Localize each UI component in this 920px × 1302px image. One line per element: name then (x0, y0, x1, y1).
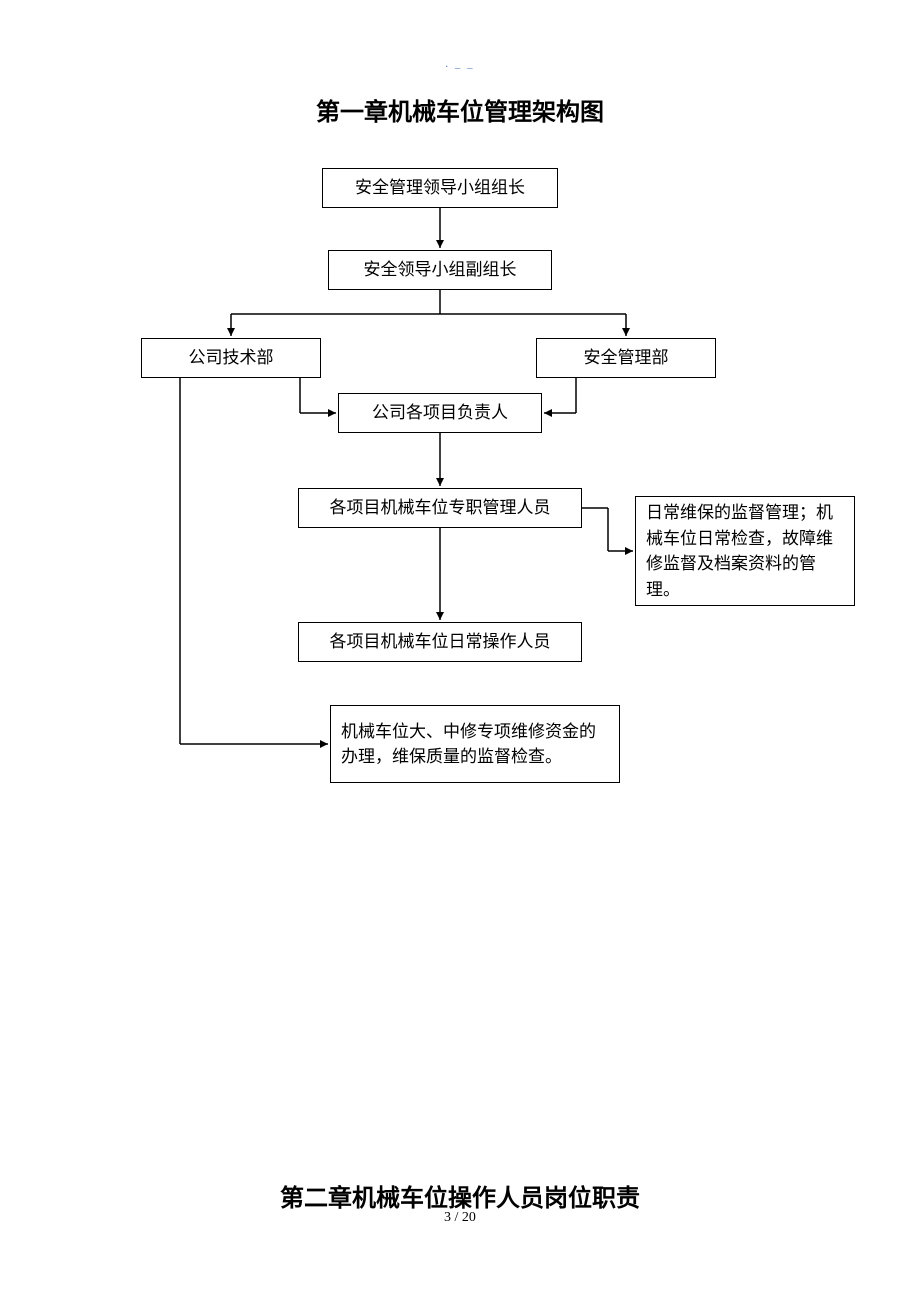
chapter1-title: 第一章机械车位管理架构图 (0, 92, 920, 127)
node-deputy: 安全领导小组副组长 (328, 250, 552, 290)
page-number: 3 / 20 (0, 1210, 920, 1226)
header-mark: . _ _ (445, 58, 474, 70)
node-safety-dept: 安全管理部 (536, 338, 716, 378)
chapter2-title: 第二章机械车位操作人员岗位职责 (0, 1178, 920, 1213)
node-project-leads: 公司各项目负责人 (338, 393, 542, 433)
node-tech-dept: 公司技术部 (141, 338, 321, 378)
flowchart-diagram: 安全管理领导小组组长 安全领导小组副组长 公司技术部 安全管理部 公司各项目负责… (0, 160, 920, 860)
node-operators: 各项目机械车位日常操作人员 (298, 622, 582, 662)
node-duties-right: 日常维保的监督管理；机械车位日常检查，故障维修监督及档案资料的管理。 (635, 496, 855, 606)
node-duties-bottom: 机械车位大、中修专项维修资金的办理，维保质量的监督检查。 (330, 705, 620, 783)
node-dedicated-staff: 各项目机械车位专职管理人员 (298, 488, 582, 528)
node-leader: 安全管理领导小组组长 (322, 168, 558, 208)
